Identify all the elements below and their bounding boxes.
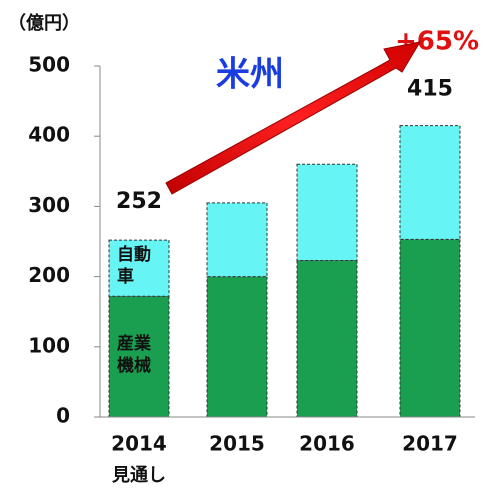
y-tick-label: 400	[28, 123, 70, 147]
x-tick-label: 2015	[209, 432, 265, 456]
bar-segment	[296, 163, 358, 261]
bar-segment	[206, 276, 268, 418]
series-label: 産業機械	[117, 333, 151, 376]
y-tick-label: 200	[28, 263, 70, 287]
series-label-box: 自動車	[117, 245, 151, 288]
x-tick-label: 2016	[299, 432, 355, 456]
plot: 0 100 200 300 400 500 2014 見通し 252 2015 2016 2017 41…	[28, 53, 475, 486]
region-label: 米州	[216, 55, 284, 95]
category-note: 見通し	[111, 465, 166, 486]
y-unit: （億円）	[8, 12, 80, 34]
y-tick-label: 300	[28, 193, 70, 217]
total-label: 252	[116, 189, 162, 214]
growth-arrow	[165, 41, 422, 195]
total-label: 415	[407, 77, 453, 102]
series-label-box: 産業機械	[117, 333, 151, 376]
bar-segment	[206, 202, 268, 278]
bar-segment	[296, 259, 358, 418]
x-tick-label: 2017	[402, 432, 458, 456]
y-tick-label: 0	[56, 404, 70, 428]
y-tick-label: 100	[28, 333, 70, 357]
x-tick-label: 2014	[111, 432, 167, 456]
series-label: 自動車	[117, 245, 151, 288]
bar-segment	[108, 239, 170, 297]
bar-segment	[399, 125, 461, 240]
y-tick-label: 500	[28, 53, 70, 77]
bar-segment	[399, 238, 461, 418]
